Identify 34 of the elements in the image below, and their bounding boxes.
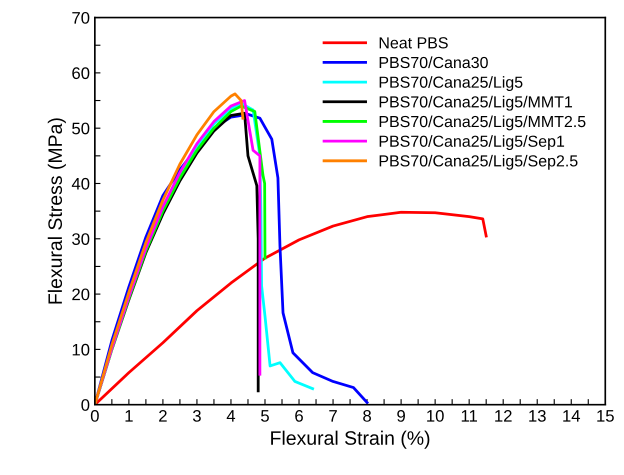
y-tick-label: 60 [72,67,90,80]
legend-label: PBS70/Cana25/Lig5/Sep2.5 [380,154,578,170]
y-tick-label: 40 [72,178,90,190]
y-axis-title: Flexural Stress (MPa) [48,118,66,304]
x-tick-label: 2 [159,410,167,422]
y-tick-label: 50 [72,122,90,134]
y-tick-label: 0 [81,399,90,411]
y-tick-label: 10 [72,344,90,356]
y-tick-label: 20 [72,288,90,300]
legend-label: PBS70/Cana25/Lig5 [380,76,522,91]
x-tick-label: 13 [529,410,546,422]
legend-label: PBS70/Cana25/Lig5/MMT1 [380,96,572,111]
legend-label: PBS70/Cana25/Lig5/Sep1 [380,135,564,150]
x-tick-label: 5 [261,410,269,422]
x-tick-label: 14 [563,410,580,422]
x-tick-label: 9 [397,410,405,422]
x-tick-label: 12 [495,410,512,422]
y-tick-label: 70 [72,12,90,24]
y-tick-label: 30 [72,233,90,245]
x-tick-label: 11 [462,410,478,422]
x-axis-title: Flexural Strain (%) [271,430,430,449]
x-tick-label: 7 [329,410,337,422]
legend-label: PBS70/Cana30 [380,56,488,68]
x-tick-label: 4 [226,410,236,422]
x-tick-label: 3 [192,410,201,422]
x-tick-label: 10 [427,410,444,422]
x-tick-label: 15 [597,410,614,422]
line-series [94,210,488,405]
x-tick-label: 8 [363,410,371,422]
legend-label: Neat PBS [380,37,448,48]
x-tick-label: 6 [295,410,303,422]
x-tick-label: 0 [90,410,99,422]
x-tick-label: 1 [126,410,133,422]
legend-label: PBS70/Cana25/Lig5/MMT2.5 [380,115,586,130]
